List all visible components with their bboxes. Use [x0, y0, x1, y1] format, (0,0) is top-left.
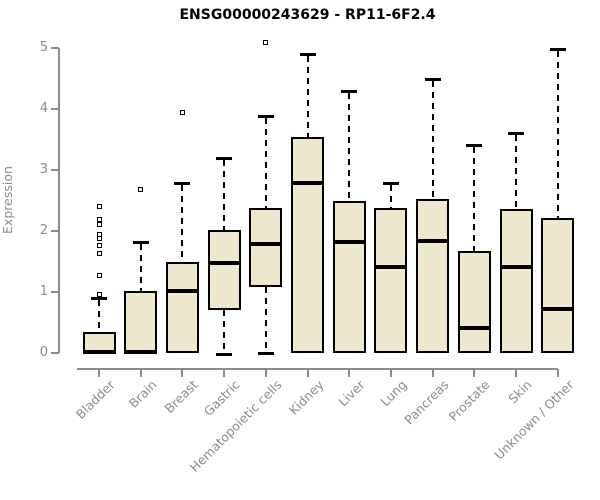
y-axis-tick-label: 5 [39, 40, 48, 56]
box [416, 198, 450, 354]
x-axis-tick [348, 369, 351, 377]
x-axis-tick [223, 369, 226, 377]
median-line [541, 306, 575, 311]
y-axis-tick-label: 3 [39, 162, 48, 178]
y-axis-tick [51, 291, 59, 294]
x-axis-tick [181, 369, 184, 377]
box [207, 230, 241, 310]
x-axis-tick [389, 369, 392, 377]
median-line [207, 261, 241, 266]
median-line [416, 239, 450, 244]
outlier-point [138, 186, 144, 192]
upper-whisker-cap [382, 181, 399, 185]
median-line [374, 265, 408, 270]
upper-whisker-cap [424, 77, 441, 81]
lower-whisker-cap [257, 352, 274, 356]
upper-whisker-cap [132, 240, 149, 244]
x-axis-line [77, 368, 558, 370]
outlier-point [96, 217, 102, 223]
median-line [499, 264, 533, 269]
upper-whisker [223, 160, 226, 231]
box [124, 291, 158, 354]
upper-whisker [389, 184, 392, 209]
box [165, 262, 199, 354]
lower-whisker [223, 309, 226, 354]
median-line [291, 181, 324, 186]
outlier-point [96, 250, 102, 256]
lower-whisker-cap [216, 353, 233, 357]
y-axis-tick-label: 2 [39, 223, 48, 239]
y-axis-tick-label: 4 [39, 101, 48, 117]
median-line [249, 241, 283, 246]
upper-whisker-cap [299, 52, 316, 56]
box [541, 218, 575, 354]
median-line [457, 325, 491, 330]
outlier-point [96, 272, 102, 278]
upper-whisker [264, 118, 267, 209]
x-axis-tick [139, 369, 142, 377]
x-axis-tick [515, 369, 517, 377]
y-axis-line [58, 48, 60, 354]
y-axis-tick [51, 169, 59, 172]
outlier-point [96, 243, 102, 249]
x-axis-tick [98, 369, 100, 377]
upper-whisker-cap [216, 157, 233, 161]
y-axis-tick [51, 47, 59, 50]
box [332, 201, 366, 354]
box [249, 208, 283, 287]
outlier-point [96, 231, 102, 237]
upper-whisker-cap [257, 115, 274, 118]
median-line [332, 240, 366, 245]
upper-whisker [473, 147, 476, 252]
x-axis-tick [431, 369, 434, 377]
chart-title: ENSG00000243629 - RP11-6F2.4 [179, 7, 436, 23]
upper-whisker-cap [508, 132, 524, 136]
upper-whisker-cap [549, 47, 566, 51]
outlier-point [96, 292, 102, 298]
x-axis-tick [556, 369, 559, 377]
y-axis-label: Expression [0, 166, 15, 234]
box [291, 136, 324, 354]
upper-whisker [139, 243, 142, 292]
upper-whisker [306, 55, 309, 137]
x-axis-tick [306, 369, 309, 377]
upper-whisker-cap [341, 90, 358, 93]
upper-whisker-cap [466, 144, 483, 148]
upper-whisker-cap [174, 182, 191, 186]
y-axis-tick-label: 0 [39, 345, 48, 361]
outlier-point [179, 109, 185, 115]
upper-whisker [348, 93, 351, 202]
upper-whisker [515, 135, 517, 210]
x-axis-tick [264, 369, 267, 377]
upper-whisker-cap [91, 297, 107, 301]
y-axis-tick [51, 230, 59, 233]
upper-whisker [98, 300, 100, 332]
median-line [82, 350, 116, 355]
outlier-point [263, 40, 269, 46]
box [374, 208, 408, 354]
y-axis-tick-label: 1 [39, 284, 48, 300]
box [499, 209, 533, 354]
box [457, 251, 491, 354]
outlier-point [96, 204, 102, 210]
x-axis-tick [473, 369, 476, 377]
median-line [165, 289, 199, 294]
outlier-point [96, 222, 102, 228]
upper-whisker [181, 185, 184, 263]
upper-whisker [431, 80, 434, 199]
upper-whisker [556, 50, 559, 219]
y-axis-tick [51, 352, 59, 355]
x-axis-category-label: Unknown / Other [490, 377, 577, 463]
lower-whisker [264, 286, 267, 353]
y-axis-tick [51, 108, 59, 111]
median-line [124, 350, 158, 355]
